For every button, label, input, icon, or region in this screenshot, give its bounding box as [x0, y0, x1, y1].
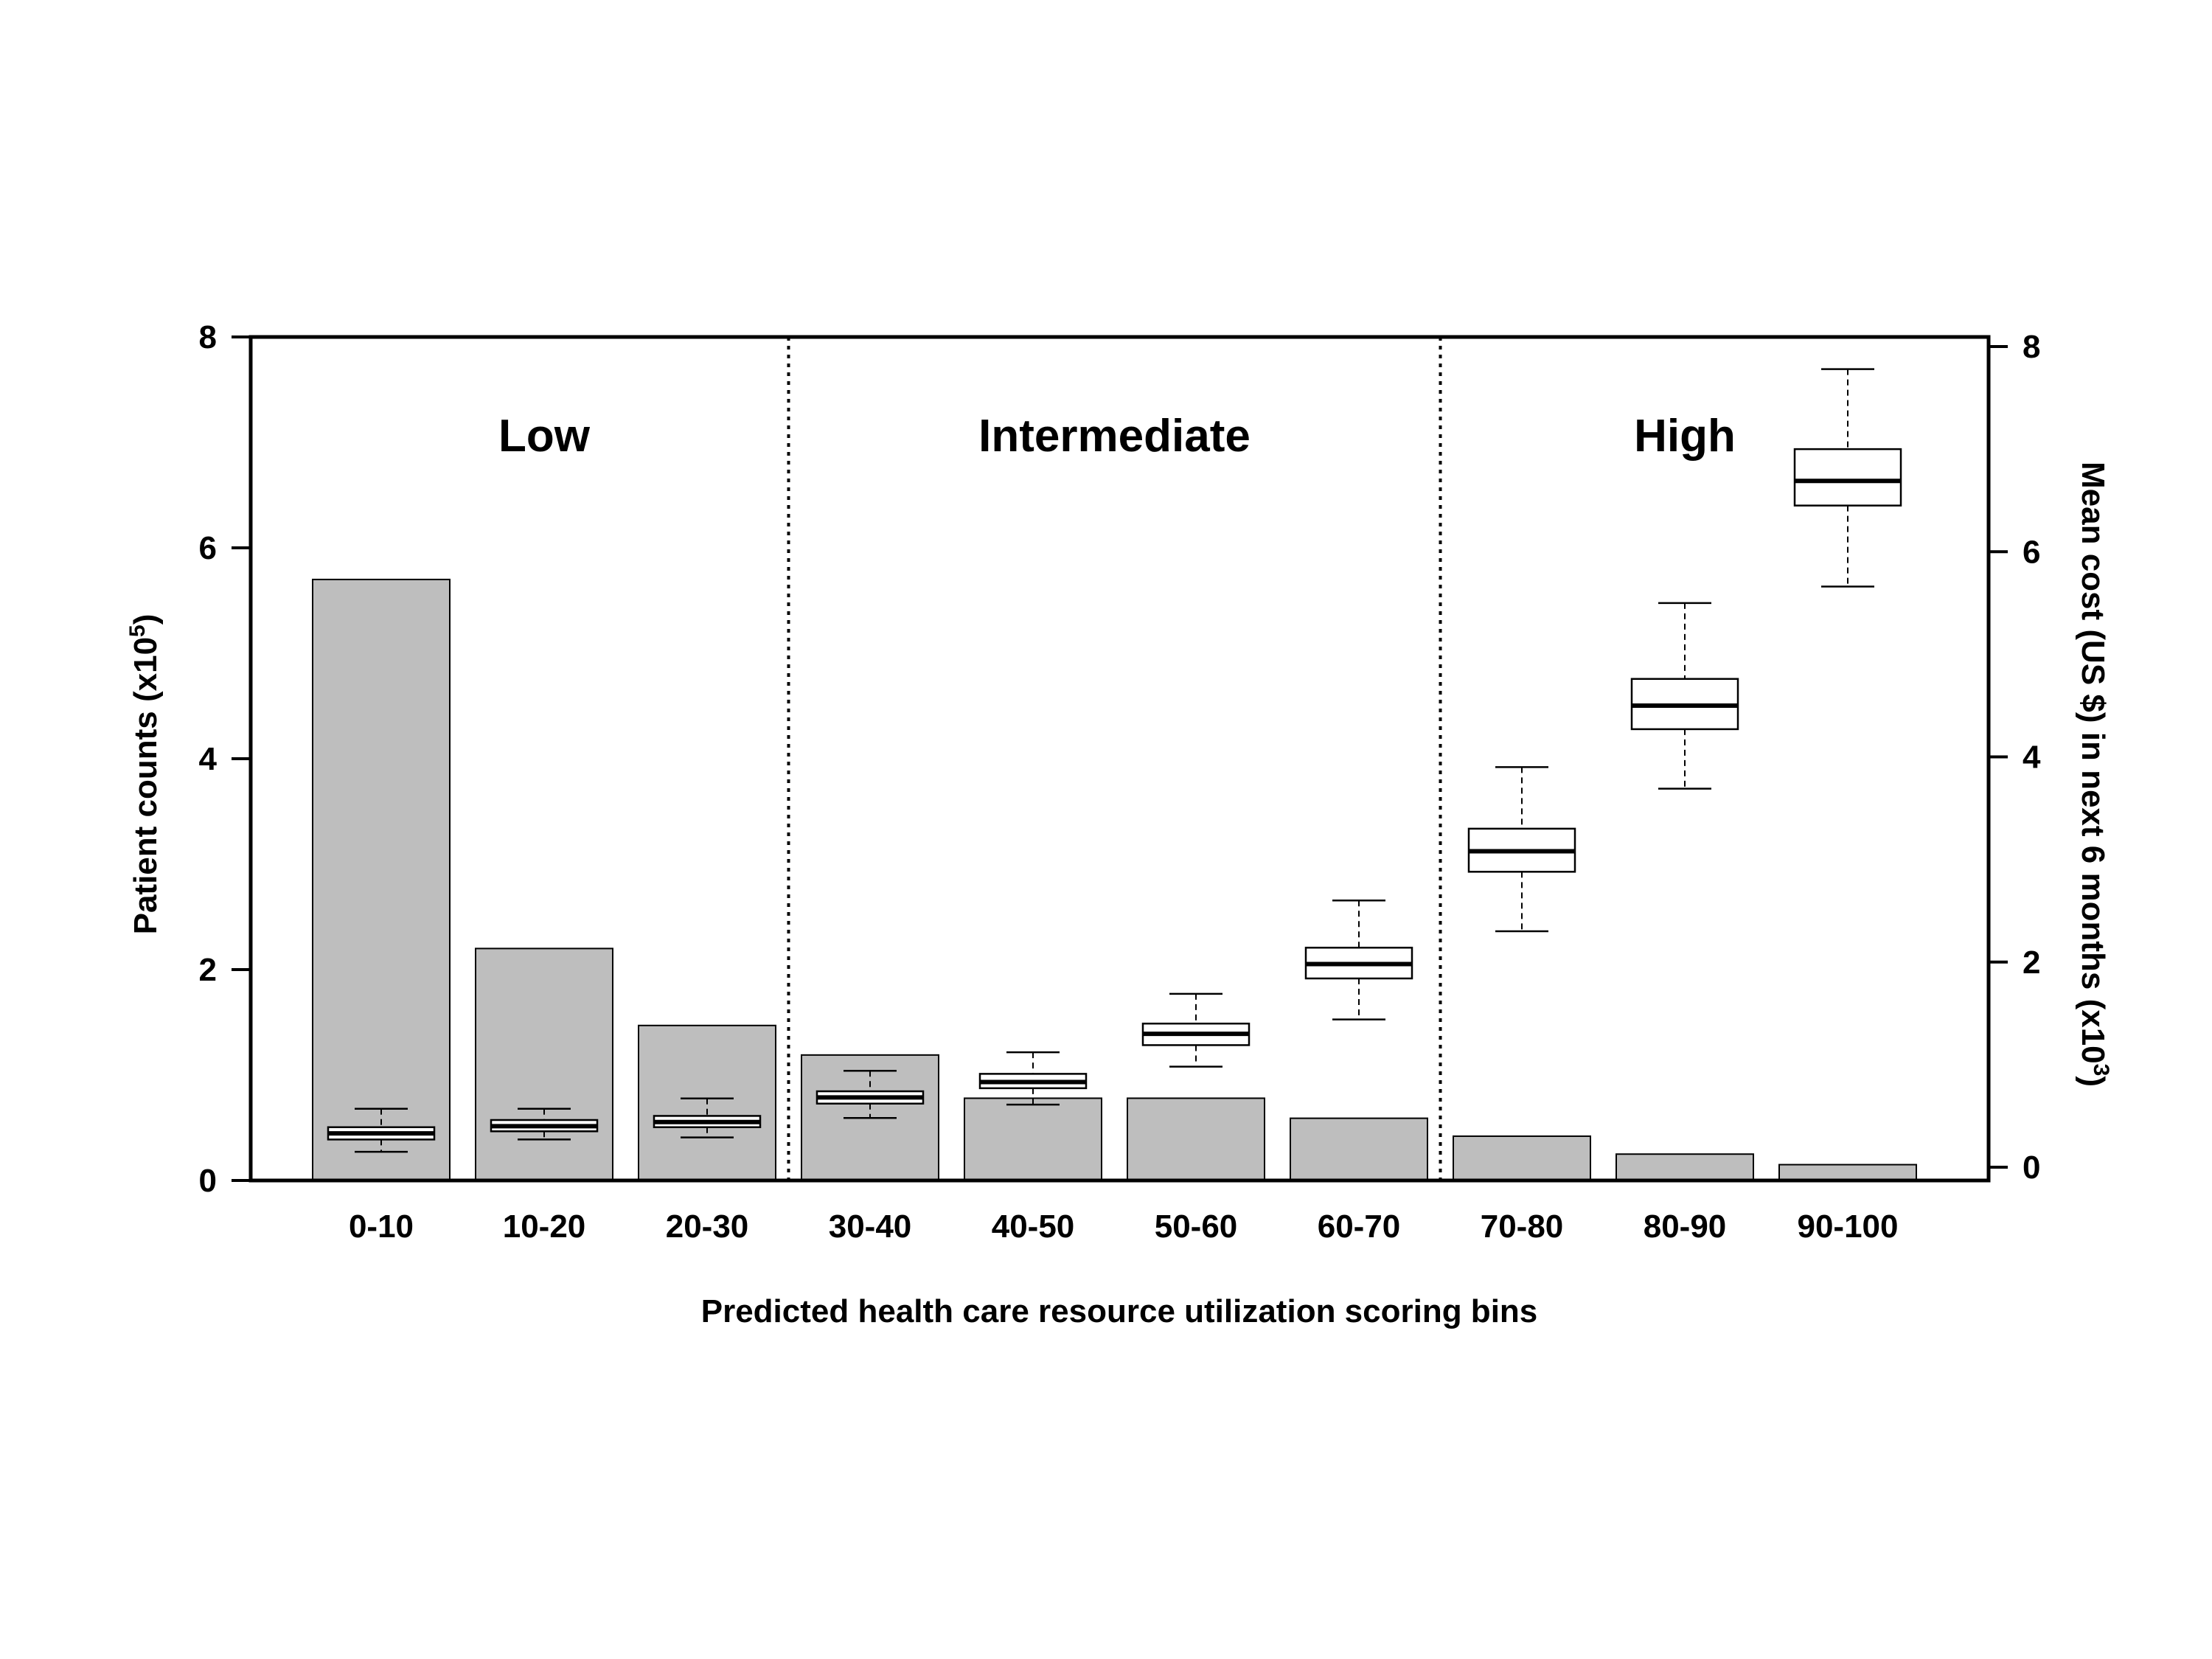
boxplot-80-90 [1630, 602, 1739, 790]
boxplot-series [327, 368, 1902, 1153]
left-y-tick-label-2: 2 [199, 952, 217, 988]
left-y-axis-title-close: ) [128, 614, 164, 625]
bar-50-60 [1127, 1097, 1265, 1181]
right-y-tick-label-2: 2 [2023, 945, 2040, 981]
left-y-axis-title-exponent: 5 [125, 625, 150, 637]
x-axis: 0-10 10-20 20-30 30-40 40-50 50-60 60-70 70-80 8… [349, 1208, 1899, 1245]
right-y-tick-label-0: 0 [2023, 1150, 2040, 1186]
left-y-axis: 0 2 4 6 8 [199, 319, 251, 1199]
right-y-tick-label-4: 4 [2023, 740, 2041, 776]
right-y-axis-title: Mean cost (US $) in next 6 months (x103) [2075, 462, 2113, 1087]
x-axis-title: Predicted health care resource utilizati… [701, 1293, 1538, 1329]
boxplot-70-80 [1467, 766, 1576, 933]
x-tick-label-40-50: 40-50 [992, 1208, 1075, 1245]
right-y-axis: 0 2 4 6 8 [1989, 329, 2041, 1186]
boxplot-50-60 [1141, 992, 1251, 1068]
left-y-tick-label-8: 8 [199, 319, 217, 355]
right-y-axis-title-close: ) [2075, 1076, 2111, 1087]
right-y-tick-label-8: 8 [2023, 329, 2040, 365]
bar-80-90 [1615, 1153, 1754, 1181]
boxplot-30-40 [815, 1069, 925, 1119]
left-y-axis-title-main: Patient counts (x10 [128, 637, 164, 934]
right-y-axis-title-exponent: 3 [2089, 1064, 2113, 1077]
bar-90-100 [1778, 1164, 1917, 1182]
region-label-high: High [1634, 411, 1736, 462]
boxplot-20-30 [653, 1097, 762, 1138]
x-tick-label-60-70: 60-70 [1318, 1208, 1401, 1245]
bar-40-50 [964, 1097, 1102, 1181]
region-label-intermediate: Intermediate [978, 411, 1251, 462]
boxplot-60-70 [1304, 900, 1413, 1020]
left-y-tick-label-0: 0 [199, 1163, 217, 1199]
x-tick-label-80-90: 80-90 [1644, 1208, 1727, 1245]
boxplot-box [1793, 448, 1902, 507]
x-tick-label-20-30: 20-30 [666, 1208, 749, 1245]
left-y-tick-label-6: 6 [199, 530, 217, 566]
bar-60-70 [1290, 1117, 1428, 1182]
x-tick-label-90-100: 90-100 [1797, 1208, 1898, 1245]
x-tick-label-50-60: 50-60 [1155, 1208, 1238, 1245]
boxplot-90-100 [1793, 368, 1902, 588]
region-label-low: Low [498, 411, 591, 462]
region-labels: Low Intermediate High [498, 411, 1736, 462]
bar-0-10 [312, 578, 451, 1181]
x-tick-label-30-40: 30-40 [829, 1208, 912, 1245]
bar-70-80 [1453, 1135, 1591, 1181]
left-y-tick-label-4: 4 [199, 741, 218, 777]
boxplot-40-50 [978, 1051, 1088, 1106]
boxplot-0-10 [327, 1107, 436, 1153]
x-tick-label-70-80: 70-80 [1481, 1208, 1564, 1245]
x-tick-label-10-20: 10-20 [503, 1208, 586, 1245]
x-tick-label-0-10: 0-10 [349, 1208, 414, 1245]
bar-10-20 [475, 947, 613, 1182]
right-y-tick-label-6: 6 [2023, 534, 2040, 570]
right-y-axis-title-main: Mean cost (US $) in next 6 months (x10 [2075, 462, 2111, 1064]
boxplot-10-20 [490, 1107, 599, 1141]
left-y-axis-title: Patient counts (x105) [125, 614, 164, 935]
